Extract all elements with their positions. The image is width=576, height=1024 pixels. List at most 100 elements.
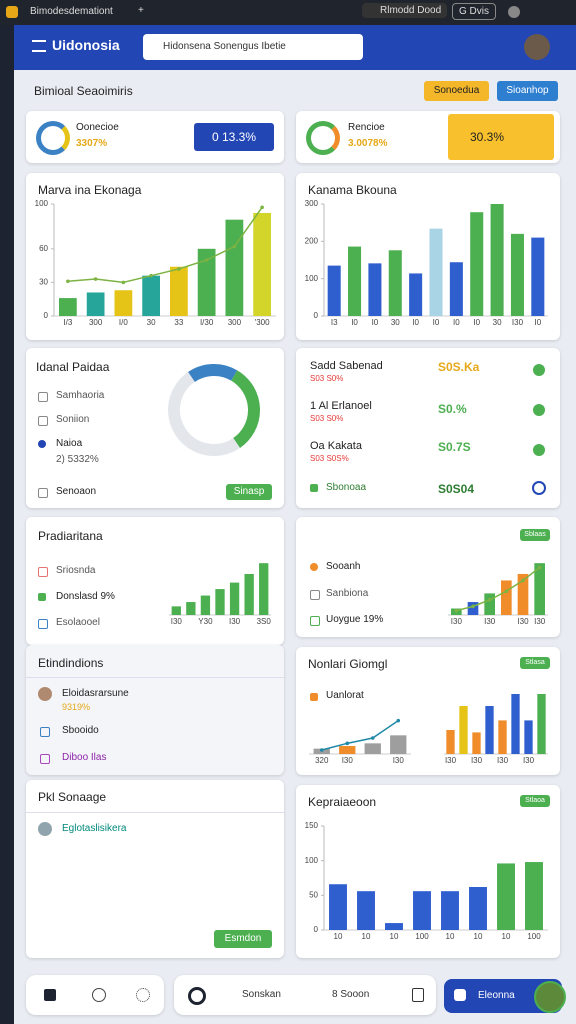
card-title: Nonlari Giomgl	[308, 657, 388, 671]
card-title: Etindindions	[38, 656, 104, 670]
x-tick-label: I30	[512, 318, 524, 327]
bar	[357, 891, 375, 930]
bar	[364, 743, 381, 754]
chart: 0 100 200 300 I3 I0 I0 30 I0 I0 I0 I0 30 I30 I0	[305, 199, 548, 327]
x-tick-label: I30	[445, 756, 457, 765]
y-tick-label: 0	[44, 311, 49, 320]
bar	[339, 746, 356, 754]
x-tick-label: 10	[390, 932, 399, 941]
row-sub: S03 S0%	[310, 374, 344, 383]
home-icon[interactable]	[44, 989, 56, 1001]
bar	[511, 694, 520, 754]
bar	[484, 593, 495, 615]
line-point	[345, 741, 350, 746]
bar	[388, 250, 402, 316]
bar	[327, 265, 341, 316]
etoinoe-card: Sblaas Sooanh Sanbiona Uoygue 19%	[296, 517, 560, 637]
nav-icon[interactable]	[92, 988, 106, 1002]
line-point	[204, 258, 209, 262]
item-icon	[310, 616, 320, 626]
item: Eglotaslisikera	[62, 823, 127, 834]
badge[interactable]: G Dvis	[452, 3, 496, 20]
bar	[409, 273, 423, 316]
x-tick-label: I0	[433, 318, 440, 327]
blue-button[interactable]: Sioanhop	[497, 81, 558, 101]
x-tick-label: I0	[473, 318, 480, 327]
user-label[interactable]: Eleonna	[478, 990, 515, 1001]
item: Samhaoria	[56, 390, 105, 401]
tab-label[interactable]: 8 Sooon	[332, 989, 370, 1000]
avatar[interactable]	[524, 34, 550, 60]
item: Donslasd 9%	[56, 591, 115, 602]
nav-icon[interactable]	[136, 988, 150, 1002]
row-value: S0.7S	[438, 440, 471, 454]
bar	[58, 298, 77, 316]
x-tick-label: I30	[534, 617, 546, 626]
line-point	[260, 205, 264, 210]
x-tick-label: I30	[517, 617, 529, 626]
header: Uidonosia Hidonsena Sonengus Ibetie	[14, 25, 576, 70]
line-point	[319, 748, 324, 752]
x-tick-label: I30	[523, 756, 535, 765]
item-icon	[310, 590, 320, 600]
x-tick-label: I0	[351, 318, 358, 327]
line-point	[66, 279, 70, 284]
y-tick-label: 200	[305, 236, 319, 245]
x-tick-label: I0	[412, 318, 419, 327]
bar	[467, 602, 479, 615]
footer-icon	[310, 484, 318, 492]
line-point	[149, 273, 153, 278]
bar	[171, 606, 181, 615]
stat-label: Oonecioe	[76, 122, 119, 133]
y-tick-label: 60	[39, 244, 48, 253]
x-tick-label: '300	[255, 318, 270, 327]
user-pill[interactable]: Eleonna	[444, 979, 566, 1013]
x-tick-label: 30	[391, 318, 400, 327]
search-box[interactable]: Hidonsena Sonengus Ibetie	[143, 34, 363, 60]
line	[456, 566, 541, 612]
menu-button[interactable]	[32, 40, 46, 52]
x-tick-label: 10	[446, 932, 455, 941]
new-tab[interactable]: +	[138, 5, 144, 16]
chart: I30 I30 I30 I30	[448, 563, 548, 626]
x-tick-label: I0	[372, 318, 379, 327]
bar	[429, 228, 443, 316]
search-label[interactable]: Sonskan	[242, 989, 281, 1000]
chart-title: Marva ina Ekonaga	[38, 183, 142, 197]
tab-title[interactable]: Bimodesdemationt	[30, 6, 113, 17]
bar	[200, 595, 211, 615]
search-icon[interactable]	[188, 987, 206, 1005]
menu-icon[interactable]	[508, 6, 520, 18]
item-icon	[38, 488, 48, 498]
y-tick-label: 0	[314, 311, 319, 320]
row-sub: S03 S0S%	[310, 454, 349, 463]
row-value: S0S.Ka	[438, 360, 480, 374]
item: Uanlorat	[326, 690, 364, 701]
stat-icon	[36, 121, 70, 155]
bar	[368, 263, 382, 316]
card-button[interactable]: Esmdon	[214, 930, 272, 948]
line-point	[232, 244, 237, 249]
x-tick-label: 10	[334, 932, 343, 941]
chart: I30 I30 I30 I30	[444, 694, 548, 765]
line-point	[504, 589, 509, 594]
profile[interactable]: Rlmodd Dood	[362, 3, 448, 18]
y-tick-label: 100	[305, 856, 319, 865]
x-tick-label: 300	[89, 318, 103, 327]
bar	[501, 580, 512, 615]
yellow-button[interactable]: Sonoedua	[424, 81, 489, 101]
x-tick-label: I/3	[63, 318, 72, 327]
chart: 0 50 100 150 10 10 10 100 10 10 10 100	[305, 821, 548, 941]
action-icon[interactable]	[532, 481, 546, 495]
bar	[244, 573, 254, 615]
bar	[390, 735, 407, 754]
bar	[497, 863, 515, 930]
line-point	[370, 736, 375, 740]
x-tick-label: 33	[174, 318, 183, 327]
doc-icon[interactable]	[412, 988, 424, 1002]
list-card: Sadd Sabenad S03 S0% S0S.Ka 1 Al Erlanoe…	[296, 348, 560, 508]
x-tick-label: I30	[484, 617, 496, 626]
item: Diboo Ilas	[62, 752, 107, 763]
y-tick-label: 150	[305, 821, 319, 830]
card-button[interactable]: Sinasp	[226, 484, 272, 500]
